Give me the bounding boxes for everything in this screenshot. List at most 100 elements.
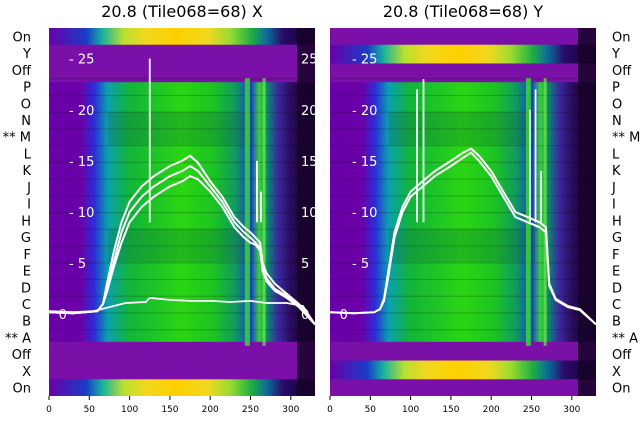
y-tick-label: - 15	[69, 155, 94, 170]
row-divider	[49, 329, 315, 331]
x-tick-label: 0	[327, 405, 333, 415]
y-tick-label: - 10	[69, 206, 94, 221]
panel-title: 20.8 (Tile068=68) X	[101, 2, 263, 21]
row-divider	[330, 262, 596, 264]
row-divider	[49, 278, 315, 281]
row-label: ** M	[612, 131, 640, 146]
row-divider	[330, 228, 596, 230]
row-label: ** A	[5, 331, 31, 346]
row-label: Off	[12, 64, 32, 79]
off-band	[49, 57, 315, 83]
y-tick-label: 5	[301, 257, 309, 272]
series-line	[49, 175, 315, 326]
row-label: ** M	[3, 131, 31, 146]
row-label: On	[13, 382, 31, 397]
row-divider	[49, 145, 315, 147]
row-shade	[107, 228, 254, 246]
y-tick-label: 0	[59, 308, 67, 323]
row-divider	[330, 145, 596, 147]
row-label: On	[612, 30, 630, 45]
right-edge	[297, 28, 315, 396]
row-shade	[388, 128, 535, 146]
x-tick-label: 0	[46, 405, 52, 415]
edge-row	[330, 379, 596, 396]
x-tick-label: 150	[442, 405, 459, 415]
x-tick-label: 250	[242, 405, 259, 415]
row-label: F	[612, 248, 619, 263]
row-label: E	[612, 265, 620, 280]
x-tick-label: 50	[365, 405, 377, 415]
hot-column	[543, 78, 547, 346]
row-label: On	[13, 30, 31, 45]
x-tick-label: 300	[563, 405, 580, 415]
row-label: Off	[612, 64, 632, 79]
row-divider	[330, 278, 596, 281]
row-label: D	[612, 281, 622, 296]
row-label: L	[612, 147, 620, 162]
row-label: K	[22, 164, 31, 179]
row-divider	[49, 178, 315, 180]
row-label: Off	[12, 348, 32, 363]
row-divider	[49, 78, 315, 80]
row-divider	[330, 295, 596, 297]
row-divider	[49, 94, 315, 97]
row-divider	[49, 228, 315, 230]
y-tick-label: - 5	[69, 257, 86, 272]
row-label: Y	[611, 47, 620, 62]
edge-row	[49, 362, 315, 380]
series-line	[49, 154, 315, 326]
panel-x: 0 0 - 5 5 - 10 10 - 15 15 - 20 20 - 25 25 20.8 (Til…	[49, 2, 318, 396]
row-label: K	[612, 164, 621, 179]
series-line	[330, 151, 596, 326]
row-label: I	[612, 198, 616, 213]
panel-title: 20.8 (Tile068=68) Y	[383, 2, 544, 21]
row-label: E	[23, 265, 31, 280]
row-label: G	[612, 231, 622, 246]
row-divider	[330, 161, 596, 164]
row-label: N	[21, 114, 31, 129]
right-edge	[578, 28, 596, 396]
x-tick-label: 300	[282, 405, 299, 415]
panel-y: 0 - 5 - 10 - 15 - 20 - 25 20.8 (Tile068=68) Y	[330, 2, 596, 396]
row-label: H	[21, 214, 31, 229]
row-label: Off	[612, 348, 632, 363]
row-divider	[330, 94, 596, 97]
row-label: O	[612, 97, 622, 112]
row-divider	[49, 111, 315, 113]
y-tick-label: - 25	[352, 53, 377, 68]
bright-band	[330, 42, 596, 64]
hot-column	[262, 78, 266, 346]
y-tick-label: 20	[301, 104, 318, 119]
row-divider	[49, 161, 315, 164]
x-tick-label: 250	[523, 405, 540, 415]
row-divider	[49, 212, 315, 214]
row-divider	[330, 178, 596, 180]
row-divider	[330, 111, 596, 113]
row-divider	[330, 195, 596, 197]
row-shade	[107, 128, 254, 146]
row-divider	[49, 245, 315, 247]
row-shade	[388, 228, 535, 246]
row-label: N	[612, 114, 622, 129]
x-tick-label: 100	[402, 405, 419, 415]
x-axis: 0 50 100 150 200 250 300 0 50 100 150 200 250 300	[46, 396, 581, 415]
row-divider	[330, 128, 596, 130]
row-divider	[49, 262, 315, 264]
row-shade	[107, 111, 254, 129]
row-shade	[107, 245, 254, 263]
row-divider	[49, 295, 315, 297]
row-label: G	[21, 231, 31, 246]
edge-row	[49, 44, 315, 62]
row-label: I	[27, 198, 31, 213]
x-tick-label: 200	[202, 405, 219, 415]
hot-column	[525, 78, 531, 346]
bright-band	[330, 360, 596, 382]
row-label: X	[22, 365, 31, 380]
row-shade	[388, 111, 535, 129]
row-label: F	[24, 248, 31, 263]
row-label: J	[26, 181, 31, 196]
row-label: On	[612, 382, 630, 397]
